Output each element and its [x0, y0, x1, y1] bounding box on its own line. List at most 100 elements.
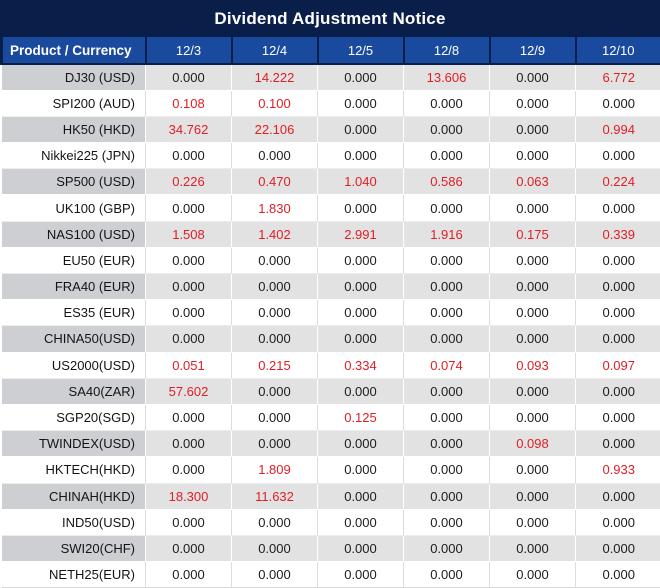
value-cell: 0.000 [318, 535, 404, 561]
value-cell: 6.772 [576, 64, 660, 90]
column-header-date: 12/10 [576, 37, 660, 64]
value-cell: 0.000 [404, 195, 490, 221]
value-cell: 14.222 [232, 64, 318, 90]
product-cell: FRA40 (EUR) [2, 274, 146, 300]
value-cell: 0.933 [576, 457, 660, 483]
column-header-date: 12/8 [404, 37, 490, 64]
value-cell: 0.000 [576, 247, 660, 273]
value-cell: 34.762 [146, 116, 232, 142]
value-cell: 0.000 [576, 90, 660, 116]
product-cell: SPI200 (AUD) [2, 90, 146, 116]
value-cell: 1.916 [404, 221, 490, 247]
product-cell: CHINAH(HKD) [2, 483, 146, 509]
product-cell: IND50(USD) [2, 509, 146, 535]
value-cell: 0.000 [490, 64, 576, 90]
value-cell: 0.215 [232, 352, 318, 378]
value-cell: 0.000 [576, 535, 660, 561]
value-cell: 0.074 [404, 352, 490, 378]
product-cell: NAS100 (USD) [2, 221, 146, 247]
value-cell: 0.000 [146, 431, 232, 457]
value-cell: 0.000 [490, 535, 576, 561]
value-cell: 0.000 [490, 404, 576, 430]
value-cell: 0.000 [318, 562, 404, 588]
value-cell: 0.000 [146, 457, 232, 483]
page-title: Dividend Adjustment Notice [214, 9, 445, 29]
value-cell: 0.063 [490, 169, 576, 195]
value-cell: 0.051 [146, 352, 232, 378]
value-cell: 0.000 [146, 300, 232, 326]
value-cell: 0.000 [232, 143, 318, 169]
product-cell: DJ30 (USD) [2, 64, 146, 90]
value-cell: 0.000 [146, 64, 232, 90]
value-cell: 0.000 [232, 404, 318, 430]
product-cell: HKTECH(HKD) [2, 457, 146, 483]
value-cell: 0.000 [318, 195, 404, 221]
value-cell: 18.300 [146, 483, 232, 509]
value-cell: 1.402 [232, 221, 318, 247]
product-cell: UK100 (GBP) [2, 195, 146, 221]
value-cell: 0.000 [318, 274, 404, 300]
table-header: Product / Currency 12/3 12/4 12/5 12/8 1… [2, 37, 660, 64]
value-cell: 0.097 [576, 352, 660, 378]
value-cell: 1.830 [232, 195, 318, 221]
value-cell: 0.000 [576, 404, 660, 430]
value-cell: 0.000 [576, 326, 660, 352]
value-cell: 0.000 [146, 535, 232, 561]
value-cell: 0.000 [232, 326, 318, 352]
value-cell: 0.000 [146, 195, 232, 221]
value-cell: 0.000 [232, 562, 318, 588]
value-cell: 0.125 [318, 404, 404, 430]
value-cell: 0.000 [490, 457, 576, 483]
value-cell: 0.000 [490, 378, 576, 404]
value-cell: 0.000 [318, 509, 404, 535]
value-cell: 0.000 [232, 535, 318, 561]
value-cell: 0.000 [404, 300, 490, 326]
product-cell: SWI20(CHF) [2, 535, 146, 561]
value-cell: 0.000 [490, 143, 576, 169]
column-header-date: 12/4 [232, 37, 318, 64]
value-cell: 22.106 [232, 116, 318, 142]
dividend-table: Product / Currency 12/3 12/4 12/5 12/8 1… [0, 37, 660, 588]
value-cell: 0.000 [490, 562, 576, 588]
value-cell: 0.093 [490, 352, 576, 378]
value-cell: 0.000 [404, 562, 490, 588]
value-cell: 0.339 [576, 221, 660, 247]
value-cell: 0.000 [404, 483, 490, 509]
value-cell: 0.000 [576, 378, 660, 404]
value-cell: 57.602 [146, 378, 232, 404]
value-cell: 0.000 [146, 404, 232, 430]
value-cell: 0.000 [404, 143, 490, 169]
value-cell: 0.000 [576, 483, 660, 509]
product-cell: SP500 (USD) [2, 169, 146, 195]
value-cell: 0.000 [576, 509, 660, 535]
value-cell: 0.224 [576, 169, 660, 195]
product-cell: SA40(ZAR) [2, 378, 146, 404]
value-cell: 1.809 [232, 457, 318, 483]
value-cell: 0.000 [490, 483, 576, 509]
value-cell: 0.175 [490, 221, 576, 247]
value-cell: 2.991 [318, 221, 404, 247]
value-cell: 0.000 [404, 274, 490, 300]
header-row: Product / Currency 12/3 12/4 12/5 12/8 1… [2, 37, 660, 64]
product-cell: US2000(USD) [2, 352, 146, 378]
column-header-date: 12/5 [318, 37, 404, 64]
column-header-date: 12/9 [490, 37, 576, 64]
value-cell: 0.470 [232, 169, 318, 195]
value-cell: 0.000 [146, 247, 232, 273]
value-cell: 0.000 [404, 247, 490, 273]
value-cell: 0.000 [490, 300, 576, 326]
value-cell: 0.000 [232, 274, 318, 300]
value-cell: 0.000 [490, 195, 576, 221]
value-cell: 0.000 [232, 509, 318, 535]
value-cell: 0.108 [146, 90, 232, 116]
